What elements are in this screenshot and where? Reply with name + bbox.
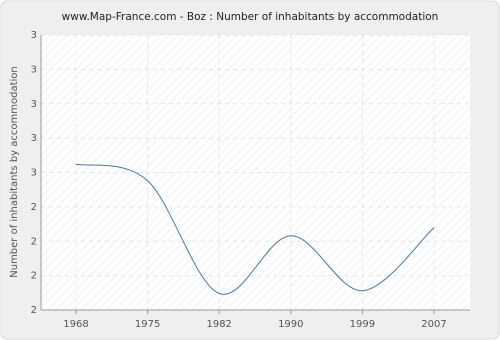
y-axis-label: Number of inhabitants by accommodation <box>9 66 20 278</box>
y-tick-label: 2 <box>31 305 37 316</box>
data-line <box>75 163 435 295</box>
plot-hatch <box>41 35 470 310</box>
x-tick-label: 1975 <box>135 319 160 330</box>
chart-title: www.Map-France.com - Boz : Number of inh… <box>62 11 439 23</box>
x-tick-label: 1990 <box>278 319 303 330</box>
y-tick-label: 2 <box>31 236 37 247</box>
x-tick-label: 2007 <box>421 319 446 330</box>
x-tick-label: 1968 <box>63 319 88 330</box>
y-tick-label: 3 <box>31 99 37 110</box>
y-tick-label: 2 <box>31 202 37 213</box>
x-tick-label: 1982 <box>206 319 231 330</box>
y-tick-label: 3 <box>31 133 37 144</box>
y-tick-label: 3 <box>31 64 37 75</box>
y-tick-label: 3 <box>31 30 37 41</box>
y-tick-label: 3 <box>31 168 37 179</box>
y-tick-label: 2 <box>31 271 37 282</box>
x-tick-label: 1999 <box>350 319 375 330</box>
